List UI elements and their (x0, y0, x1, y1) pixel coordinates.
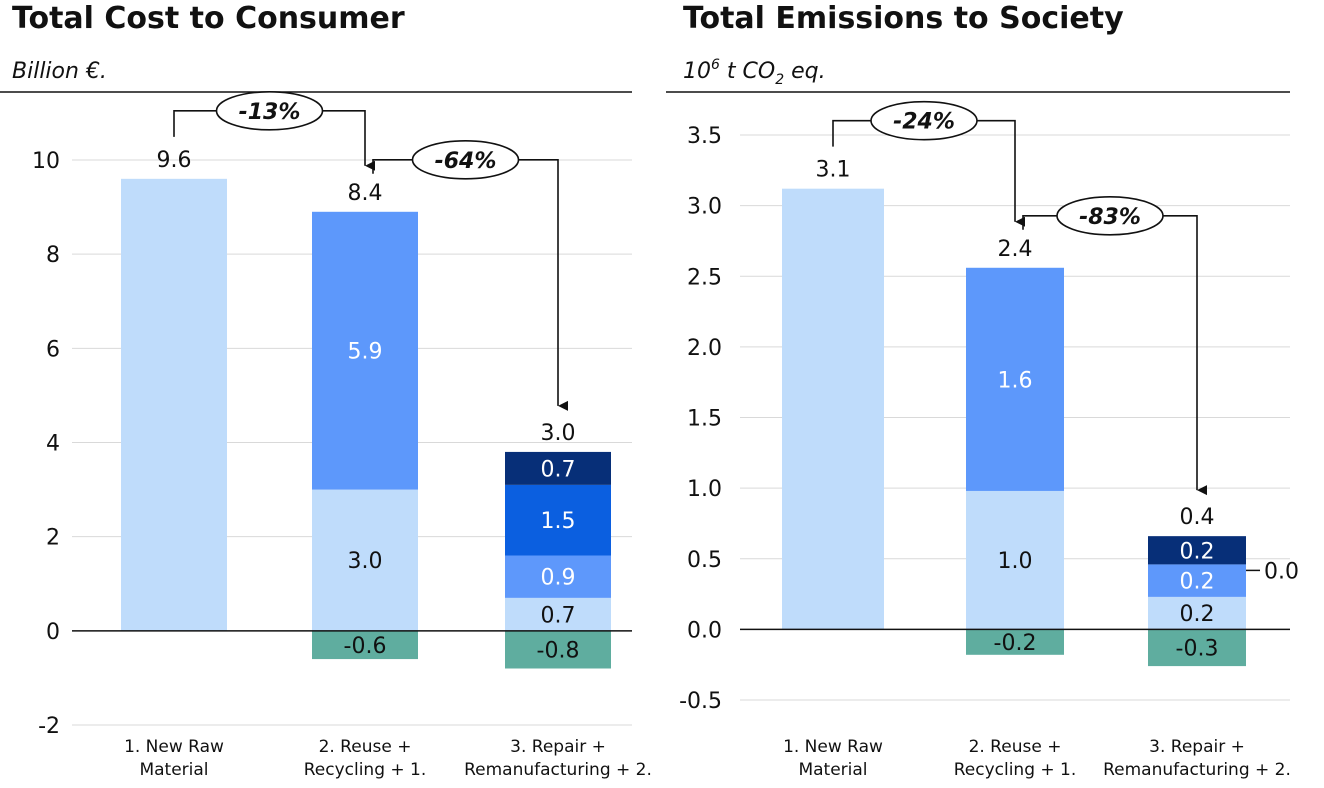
bar-segment (312, 630, 418, 660)
y-tick-label: 10 (32, 149, 60, 174)
category-label: 3. Repair + (510, 737, 606, 757)
category-label: Recycling + 1. (304, 760, 427, 780)
segment-value-label: 0.2 (1180, 602, 1215, 627)
category-label: Recycling + 1. (954, 760, 1077, 780)
chart-title: Total Emissions to Society (683, 1, 1124, 36)
segment-value-label: -0.8 (537, 639, 580, 664)
segment-value-label: -0.3 (1176, 637, 1219, 662)
bar-segment (966, 490, 1064, 630)
bar-total-label: 9.6 (157, 148, 192, 173)
segment-value-label: 0.7 (541, 603, 576, 628)
category-label: 2. Reuse + (319, 737, 412, 757)
bar-segment (1148, 629, 1246, 667)
chart-unit-part: 10 (683, 59, 711, 84)
segment-value-label: 5.9 (348, 340, 383, 365)
bar-segment (1148, 596, 1246, 630)
segment-value-label: 0.2 (1180, 539, 1215, 564)
y-tick-label: 2 (46, 526, 60, 551)
chart-unit: Billion €. (12, 59, 107, 84)
y-tick-label: -0.5 (679, 689, 722, 714)
bar-total-label: 3.1 (816, 158, 851, 183)
category-label: Material (798, 760, 867, 780)
bar-segment (966, 267, 1064, 491)
chart-unit-part: t CO (720, 59, 775, 84)
chart-unit-part: eq. (784, 59, 826, 84)
chart-unit: 106 t CO2 eq. (683, 57, 826, 88)
bar-segment (782, 188, 884, 630)
segment-value-label: 1.0 (998, 549, 1033, 574)
change-percent-label: -83% (1079, 205, 1141, 230)
bar-segment (505, 630, 611, 669)
bar-segment (1148, 536, 1246, 565)
bar-segment (312, 489, 418, 631)
segment-value-label: 3.0 (348, 549, 383, 574)
bar-total-label: 8.4 (348, 181, 383, 206)
category-label: 3. Repair + (1149, 737, 1245, 757)
segment-value-label: 0.2 (1180, 570, 1215, 595)
bar-segment (121, 178, 227, 631)
segment-value-label: -0.2 (994, 631, 1037, 656)
category-label: Remanufacturing + 2. (464, 760, 652, 780)
chart-title: Total Cost to Consumer (12, 1, 405, 36)
segment-value-label: 0.9 (541, 566, 576, 591)
y-tick-label: 0 (46, 620, 60, 645)
change-percent-label: -24% (893, 110, 955, 135)
change-percent-label: -13% (239, 100, 301, 125)
bar-segment (966, 629, 1064, 655)
bar-total-label: 2.4 (998, 237, 1033, 262)
category-label: 2. Reuse + (969, 737, 1062, 757)
bar-total-label: 0.4 (1180, 505, 1215, 530)
chart-unit-part: 2 (775, 72, 784, 88)
y-tick-label: 0.0 (687, 618, 722, 643)
y-tick-label: 4 (46, 432, 60, 457)
y-tick-label: 1.5 (687, 407, 722, 432)
category-label: 1. New Raw (783, 737, 883, 757)
side-value-label: 0.0 (1264, 559, 1299, 584)
chart-unit-part: 6 (711, 57, 720, 73)
segment-value-label: 1.6 (998, 368, 1033, 393)
y-tick-label: 0.5 (687, 548, 722, 573)
y-tick-label: 2.0 (687, 336, 722, 361)
bar-segment (312, 211, 418, 490)
y-tick-label: -2 (38, 714, 60, 739)
bar-total-label: 3.0 (541, 421, 576, 446)
y-tick-label: 1.0 (687, 477, 722, 502)
change-badge (1056, 195, 1164, 236)
category-label: Remanufacturing + 2. (1103, 760, 1291, 780)
y-tick-label: 2.5 (687, 265, 722, 290)
bar-segment (505, 484, 611, 556)
change-badge (411, 139, 520, 180)
y-tick-label: 3.0 (687, 195, 722, 220)
change-badge (870, 100, 978, 141)
y-tick-label: 6 (46, 337, 60, 362)
bar-segment (505, 597, 611, 631)
category-label: 1. New Raw (124, 737, 224, 757)
segment-value-label: -0.6 (344, 634, 387, 659)
y-tick-label: 3.5 (687, 124, 722, 149)
bar-segment (1148, 564, 1246, 597)
change-percent-label: -64% (435, 149, 497, 174)
segment-value-label: 1.5 (541, 509, 576, 534)
segment-value-label: 0.7 (541, 457, 576, 482)
bar-segment (505, 555, 611, 598)
y-tick-label: 8 (46, 243, 60, 268)
change-badge (215, 91, 324, 131)
category-label: Material (139, 760, 208, 780)
bar-segment (505, 451, 611, 485)
